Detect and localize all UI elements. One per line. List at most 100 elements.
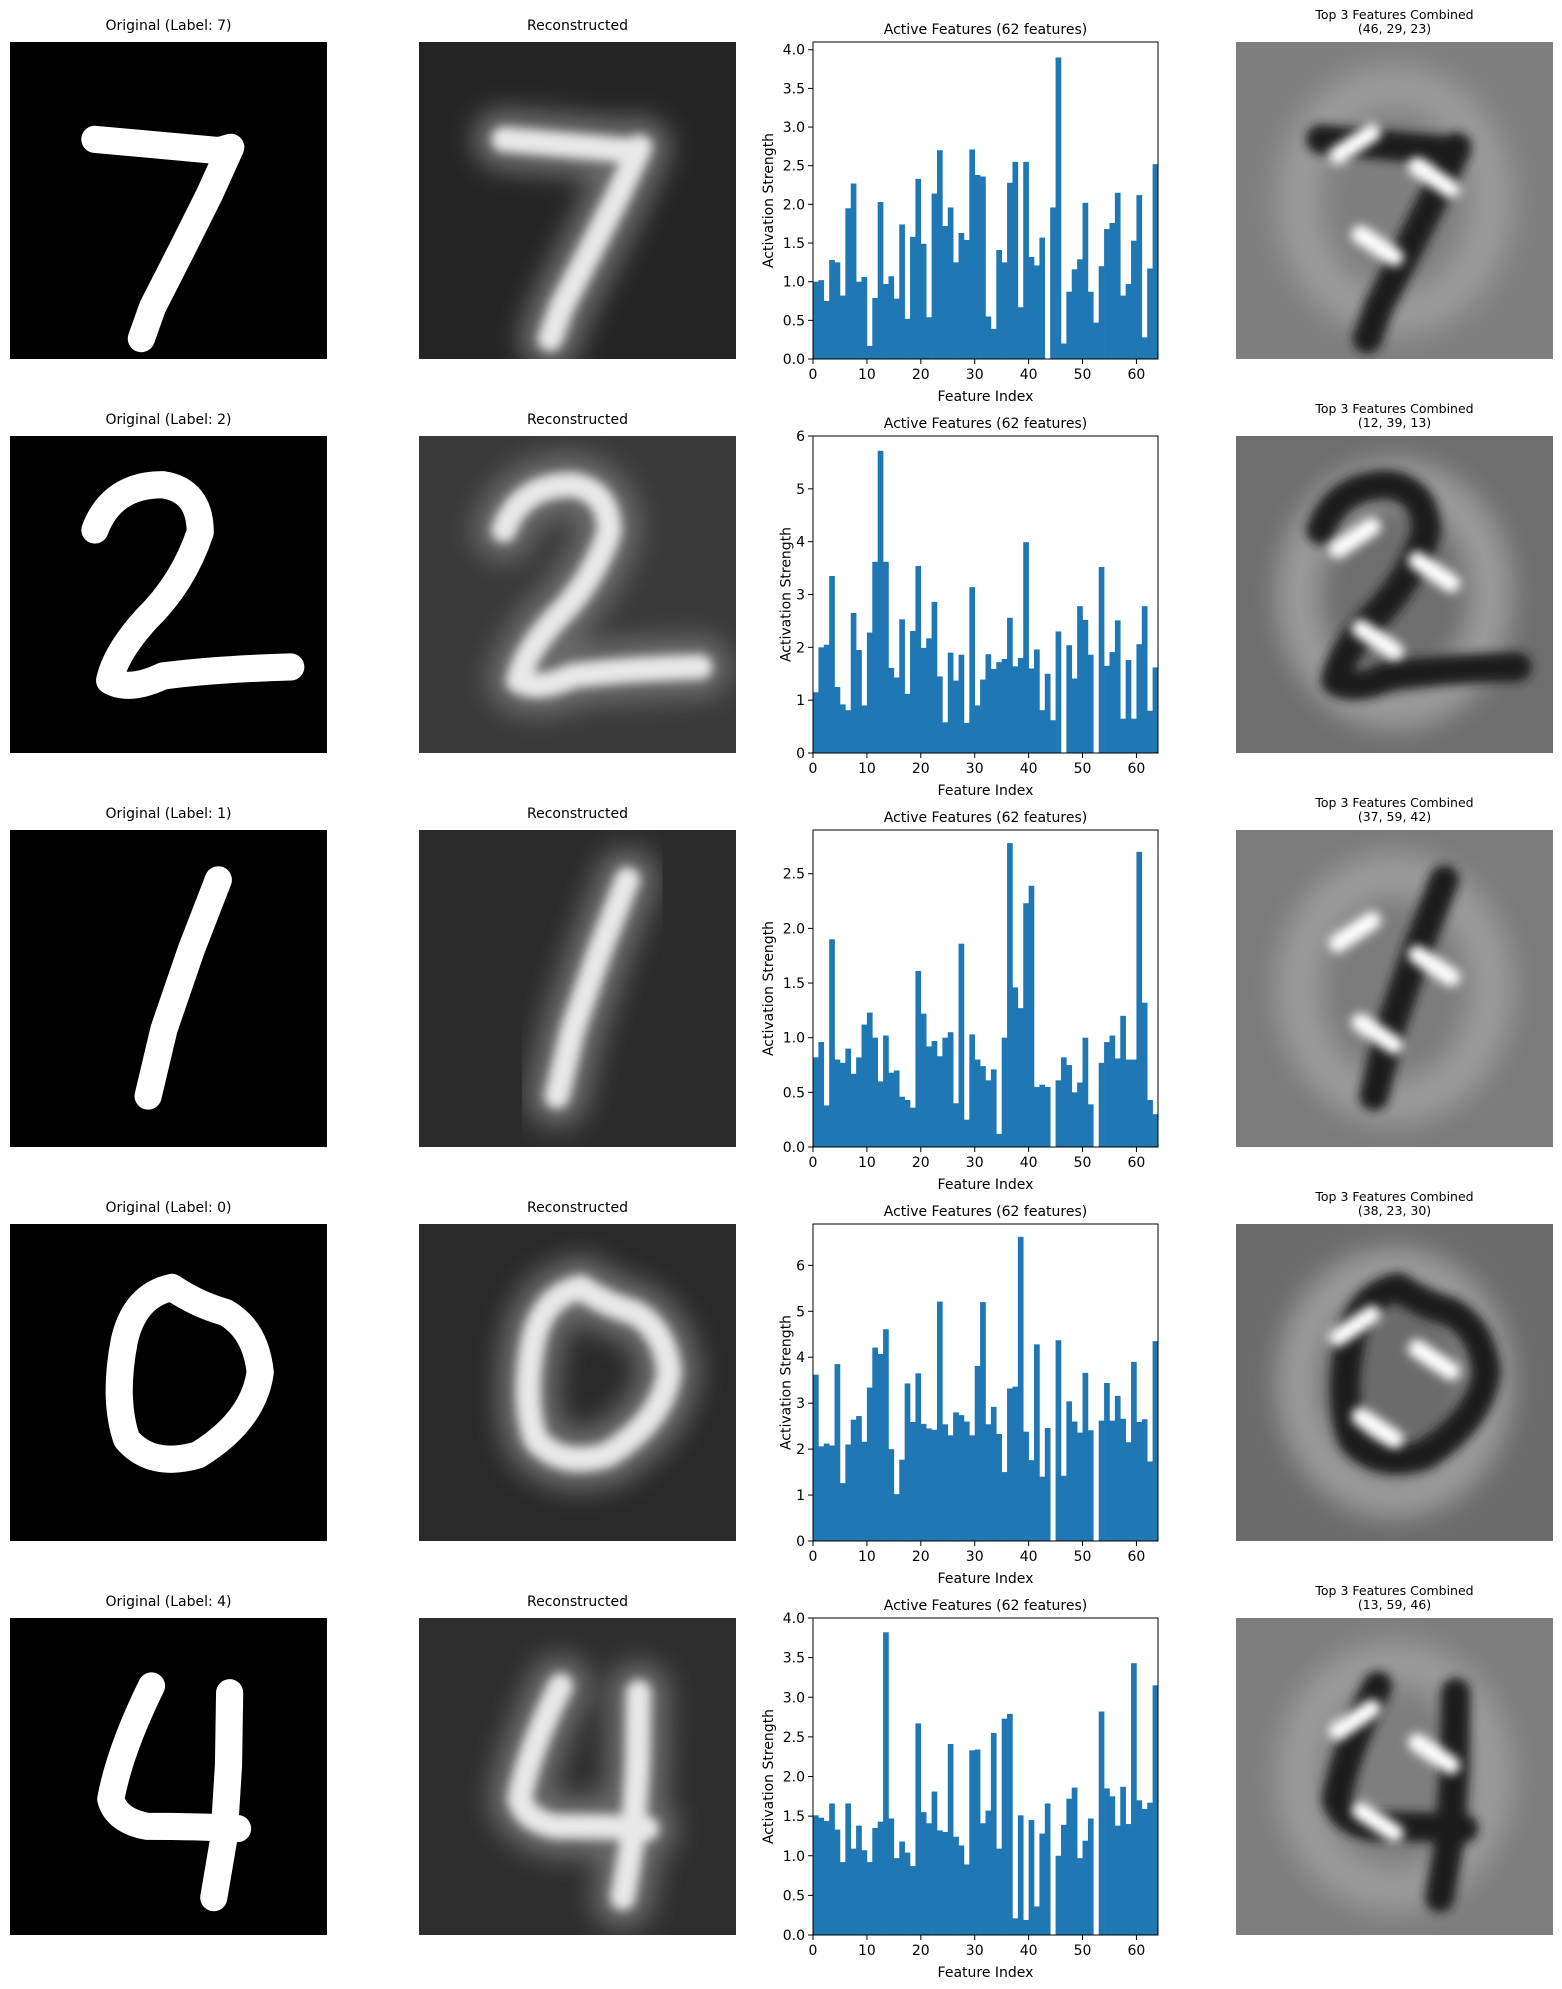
top3-features-2 — [1236, 436, 1553, 753]
bar-45 — [1055, 1080, 1062, 1147]
original-digit-4 — [10, 1618, 327, 1935]
bar-12 — [877, 1354, 884, 1541]
bar-18 — [910, 1866, 916, 1935]
bar-46 — [1060, 1824, 1067, 1935]
x-tick-label: 30 — [966, 761, 984, 777]
bar-22 — [931, 1040, 938, 1147]
top3-features-0-image — [1236, 1224, 1553, 1541]
bar-8 — [856, 1825, 862, 1935]
bar-0 — [813, 1815, 819, 1935]
bar-36 — [1007, 843, 1013, 1147]
bar-42 — [1039, 710, 1046, 753]
x-tick-label: 30 — [966, 1549, 984, 1565]
bar-38 — [1017, 1815, 1024, 1935]
bar-54 — [1104, 1042, 1110, 1147]
bar-9 — [861, 705, 868, 753]
x-tick-label: 10 — [858, 367, 876, 383]
bar-40 — [1028, 1820, 1035, 1935]
bar-0 — [813, 281, 819, 359]
bar-18 — [910, 1107, 916, 1147]
bar-37 — [1012, 161, 1019, 359]
bar-8 — [856, 1416, 862, 1541]
bar-54 — [1104, 229, 1110, 359]
x-tick-label: 50 — [1074, 1549, 1092, 1565]
y-tick-label: 1.5 — [783, 1809, 805, 1825]
y-tick-label: 3.0 — [783, 1690, 805, 1706]
bar-57 — [1120, 1786, 1126, 1935]
y-tick-label: 3 — [796, 588, 805, 604]
bar-56 — [1114, 620, 1121, 753]
bar-28 — [963, 1421, 970, 1541]
bar-8 — [856, 649, 862, 753]
bar-41 — [1034, 265, 1040, 359]
bar-58 — [1125, 284, 1132, 359]
bar-35 — [1001, 1472, 1008, 1541]
chart-title: Active Features (62 features) — [884, 22, 1087, 38]
bar-55 — [1109, 652, 1116, 753]
y-tick-label: 4.0 — [783, 43, 805, 59]
bar-53 — [1098, 1420, 1105, 1541]
bar-50 — [1082, 1840, 1089, 1935]
bar-11 — [872, 297, 878, 359]
bar-33 — [990, 1069, 997, 1147]
x-tick-label: 50 — [1074, 761, 1092, 777]
y-tick-label: 2.5 — [783, 159, 805, 175]
bar-42 — [1039, 1833, 1046, 1935]
bar-6 — [845, 208, 852, 359]
bar-23 — [936, 676, 943, 753]
bar-15 — [893, 1070, 900, 1147]
x-axis-label: Feature Index — [938, 1571, 1034, 1587]
bar-11 — [872, 561, 878, 753]
bar-15 — [893, 1858, 900, 1935]
bar-40 — [1028, 1460, 1035, 1541]
bar-10 — [866, 1012, 873, 1147]
bar-48 — [1071, 269, 1078, 359]
reconstructed-title: Reconstructed — [527, 1200, 628, 1216]
bar-44 — [1050, 720, 1056, 753]
y-tick-label: 2 — [796, 1442, 805, 1458]
bar-20 — [920, 647, 927, 753]
bar-54 — [1104, 1382, 1110, 1541]
bar-15 — [893, 677, 900, 753]
bar-40 — [1028, 256, 1035, 359]
bar-21 — [926, 638, 932, 753]
bar-49 — [1077, 1432, 1083, 1541]
bar-62 — [1147, 710, 1153, 753]
bar-39 — [1023, 903, 1029, 1147]
bar-55 — [1109, 222, 1116, 359]
bar-25 — [947, 1032, 954, 1147]
bar-3 — [829, 1803, 835, 1935]
bar-45 — [1055, 631, 1062, 753]
bar-17 — [904, 1099, 911, 1147]
x-tick-label: 40 — [1020, 367, 1038, 383]
bar-10 — [866, 1862, 873, 1935]
reconstructed-digit-2-image — [419, 436, 736, 753]
bar-3 — [829, 576, 835, 753]
reconstructed-digit-4 — [419, 1618, 736, 1935]
chart-title: Active Features (62 features) — [884, 810, 1087, 826]
bar-14 — [888, 667, 895, 753]
reconstructed-digit-1-image — [419, 830, 736, 1147]
bar-16 — [899, 619, 905, 753]
original-digit-1 — [10, 830, 327, 1147]
bar-25 — [947, 652, 954, 753]
bar-50 — [1082, 1037, 1089, 1147]
bar-55 — [1109, 1420, 1116, 1541]
bar-60 — [1136, 1422, 1143, 1541]
bar-5 — [839, 704, 846, 753]
bar-31 — [980, 176, 986, 359]
bar-1 — [818, 1446, 825, 1541]
bar-37 — [1012, 987, 1019, 1147]
x-tick-label: 50 — [1074, 1943, 1092, 1959]
bar-11 — [872, 1828, 878, 1935]
reconstructed-title: Reconstructed — [527, 806, 628, 822]
bar-48 — [1071, 678, 1078, 753]
x-tick-label: 0 — [809, 1549, 818, 1565]
top3-features-0 — [1236, 1224, 1553, 1541]
bar-54 — [1104, 1788, 1110, 1935]
bar-13 — [883, 1329, 889, 1541]
bar-18 — [910, 236, 916, 359]
bar-53 — [1098, 1711, 1105, 1935]
x-tick-label: 0 — [809, 1155, 818, 1171]
bar-26 — [953, 1103, 959, 1147]
